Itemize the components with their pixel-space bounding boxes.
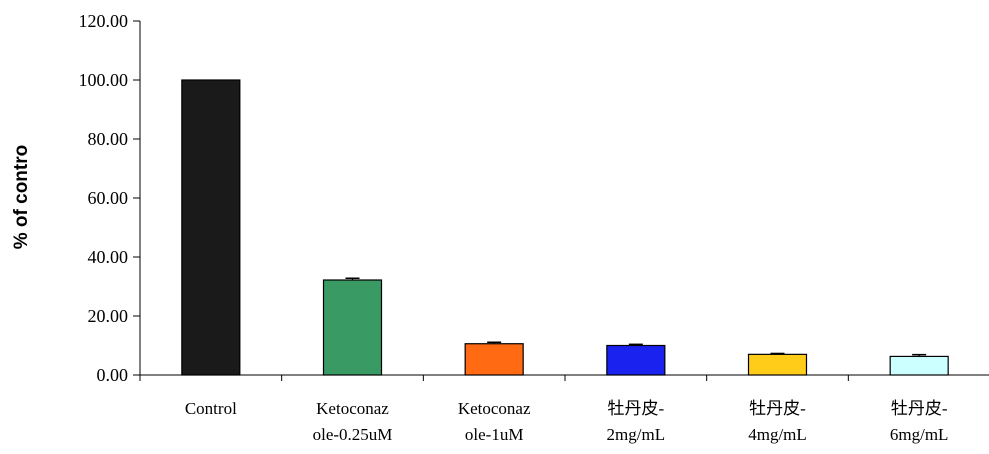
y-tick-label: 60.00 xyxy=(88,188,129,208)
x-tick-label: Ketoconaz xyxy=(458,399,531,418)
y-tick-label: 120.00 xyxy=(79,11,129,31)
x-tick-label: 牡丹皮- xyxy=(607,399,664,418)
y-tick-label: 20.00 xyxy=(88,306,129,326)
bar xyxy=(747,353,808,376)
x-tick-label: ole-0.25uM xyxy=(313,425,393,444)
bar xyxy=(464,343,524,376)
y-tick-label: 40.00 xyxy=(88,247,129,267)
bar xyxy=(322,279,383,376)
x-tick-label: 4mg/mL xyxy=(748,425,807,444)
x-tick-label: Ketoconaz xyxy=(316,399,389,418)
y-tick-label: 100.00 xyxy=(79,70,129,90)
x-tick-label: 2mg/mL xyxy=(607,425,666,444)
y-tick-label: 0.00 xyxy=(97,365,129,385)
x-tick-label: 牡丹皮- xyxy=(891,399,948,418)
plot-area: 0.00 20.00 40.00 60.00 80.00 100.00 120.00 Cont… xyxy=(79,11,989,444)
bar xyxy=(889,355,949,376)
bar xyxy=(606,344,666,376)
x-tick-label: ole-1uM xyxy=(465,425,524,444)
y-tick-label: 80.00 xyxy=(88,129,129,149)
x-tick-label: Control xyxy=(185,399,237,418)
x-tick-label: 6mg/mL xyxy=(890,425,949,444)
bar xyxy=(181,79,241,376)
y-axis-title: % of contro xyxy=(11,145,32,250)
x-tick-label: 牡丹皮- xyxy=(749,399,806,418)
